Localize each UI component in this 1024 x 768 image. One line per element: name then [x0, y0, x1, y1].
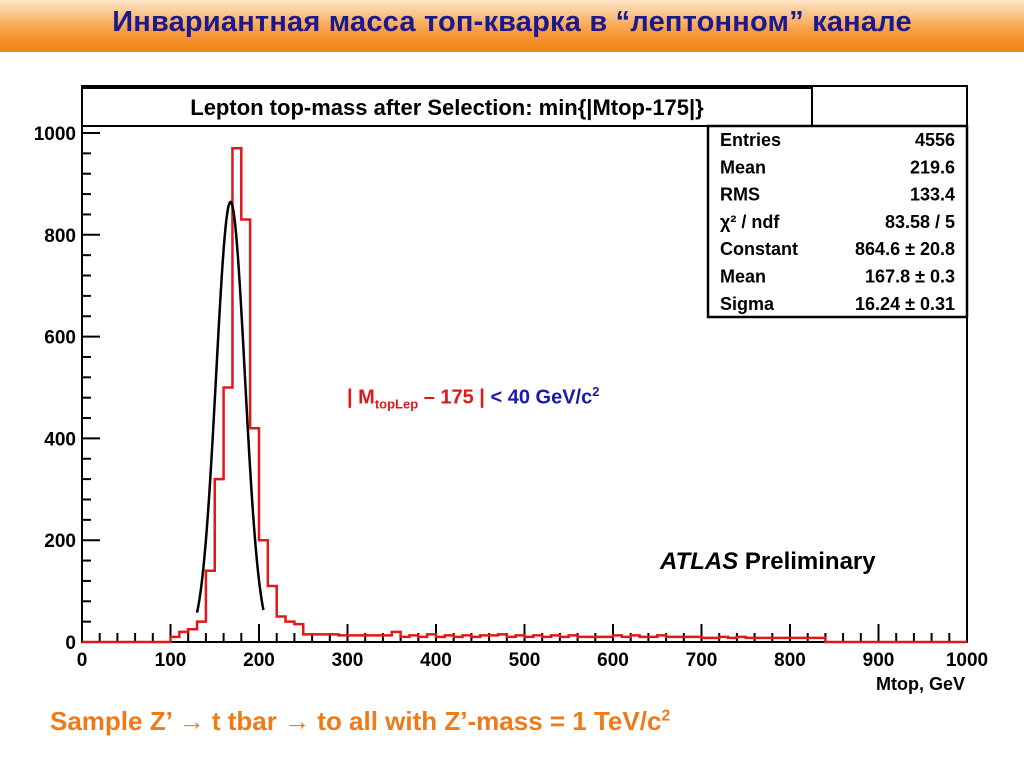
- stats-box: [706, 124, 969, 319]
- arrow-icon: →: [178, 706, 205, 736]
- stats-label: Constant: [720, 239, 798, 259]
- selection-part2: – 175 |: [418, 386, 491, 409]
- x-tick-label: 500: [509, 650, 541, 671]
- x-tick-label: 300: [332, 650, 364, 671]
- gaussian-fit: [195, 200, 265, 613]
- y-tick-label: 800: [44, 226, 76, 247]
- stats-label: Entries: [720, 130, 781, 150]
- stats-label: χ² / ndf: [720, 212, 780, 232]
- stats-label: Mean: [720, 157, 766, 177]
- stats-value: 167.8 ± 0.3: [865, 267, 955, 287]
- x-tick-label: 200: [243, 650, 275, 671]
- stats-value: 219.6: [910, 157, 955, 177]
- chart-title-box: [81, 87, 813, 127]
- selection-part1: | M: [347, 386, 375, 409]
- fit-curve: [195, 200, 265, 613]
- stats-value: 864.6 ± 20.8: [855, 239, 955, 259]
- x-tick-label: 600: [597, 650, 629, 671]
- histogram-series: [82, 147, 967, 644]
- stats-label: Mean: [720, 267, 766, 287]
- chart-title: Lepton top-mass after Selection: min{|Mt…: [190, 95, 704, 120]
- y-tick-label: 400: [44, 429, 76, 450]
- stats-rows: Entries 4556 Mean 219.6 RMS 133.4 χ² / ndf 83.5…: [720, 130, 955, 314]
- x-axis-label: Mtop, GeV: [876, 674, 965, 694]
- y-tick-label: 200: [44, 531, 76, 552]
- slide-title: Инвариантная масса топ-кварка в “лептонн…: [112, 6, 912, 38]
- stats-value: 16.24 ± 0.31: [855, 294, 955, 314]
- stats-value: 4556: [915, 130, 955, 150]
- atlas-word: ATLAS: [660, 548, 739, 575]
- x-tick-label: 900: [863, 650, 895, 671]
- arrow-icon: →: [284, 706, 311, 736]
- stats-value: 133.4: [910, 185, 955, 205]
- selection-annotation: | MtopLep – 175 | < 40 GeV/c2: [347, 384, 599, 412]
- y-tick-label: 600: [44, 328, 76, 349]
- caption-sup: 2: [661, 707, 671, 725]
- y-tick-label: 1000: [34, 124, 76, 145]
- stats-value: 83.58 / 5: [885, 212, 955, 232]
- x-tick-label: 800: [774, 650, 806, 671]
- bottom-caption: Sample Z’ → t tbar → to all with Z’-mass…: [50, 706, 670, 737]
- stats-label: Sigma: [720, 294, 775, 314]
- x-tick-label: 100: [155, 650, 187, 671]
- stats-label: RMS: [720, 185, 760, 205]
- preliminary-word: Preliminary: [738, 548, 876, 575]
- x-tick-label: 700: [686, 650, 718, 671]
- x-tick-label: 0: [77, 650, 88, 671]
- caption-mid: t tbar: [204, 706, 285, 736]
- tick-labels: 0 100 200 300 400 500 600 700 800 900 1000 0 200 400 6…: [34, 124, 988, 671]
- selection-superscript: 2: [592, 384, 600, 399]
- title-bar: [0, 0, 1024, 52]
- x-tick-label: 1000: [946, 650, 988, 671]
- x-tick-label: 400: [420, 650, 452, 671]
- caption-pre: Sample Z’: [50, 706, 179, 736]
- selection-subscript: topLep: [374, 396, 419, 412]
- y-tick-label: 0: [65, 633, 76, 654]
- atlas-label: ATLAS Preliminary: [660, 548, 876, 576]
- selection-part3: < 40 GeV/c: [490, 386, 593, 409]
- caption-post: to all with Z’-mass = 1 TeV/c: [310, 706, 662, 736]
- histogram-line: [82, 147, 967, 644]
